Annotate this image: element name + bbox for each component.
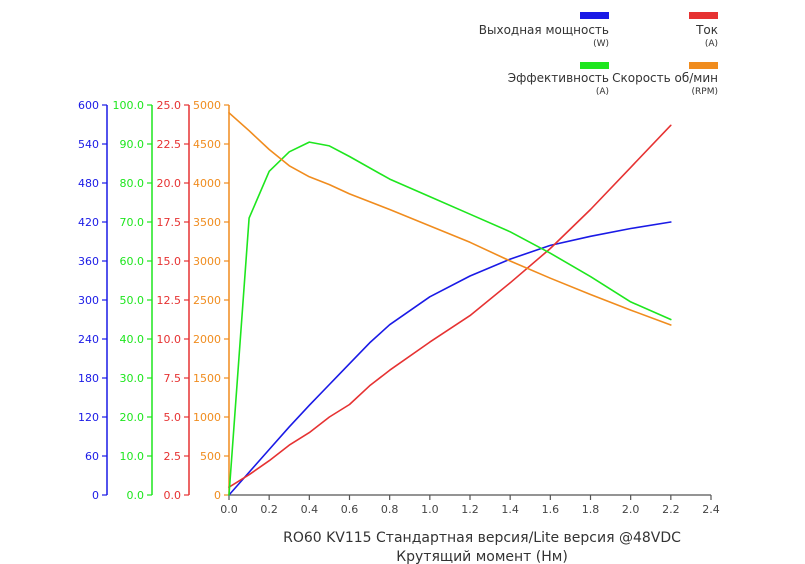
x-axis-label: Крутящий момент (Нм) [396,549,568,564]
y-tick-label-current: 25.0 [157,99,182,112]
legend-unit-power: (W) [593,39,609,49]
legend-unit-speed: (RPM) [692,87,718,97]
legend-unit-current: (A) [705,39,718,49]
legend-item-speed: Скорость об/мин (RPM) [612,62,718,97]
series-line-speed [228,112,672,326]
legend: Выходная мощность (W) Ток (A) Эффективность (… [479,12,718,97]
x-tick-label: 1.8 [582,503,600,516]
y-tick-label-current: 12.5 [157,294,182,307]
series-lines [228,112,672,496]
y-tick-label-current: 20.0 [157,177,182,190]
x-tick-label: 0.4 [301,503,319,516]
y-tick-label-power: 420 [78,216,99,229]
y-tick-label-power: 60 [85,450,99,463]
y-tick-label-efficiency: 100.0 [113,99,145,112]
y-tick-label-power: 180 [78,372,99,385]
x-tick-label: 0.6 [341,503,359,516]
y-tick-label-speed: 500 [200,450,221,463]
y-tick-label-efficiency: 70.0 [120,216,145,229]
legend-swatch-speed [689,62,718,69]
legend-label-current: Ток [695,23,718,37]
y-tick-label-power: 240 [78,333,99,346]
y-axis-efficiency: 0.0 10.0 20.0 30.0 40.0 50.0 60.0 70.0 80.0 90.0 1… [113,99,153,502]
y-tick-label-current: 17.5 [157,216,182,229]
y-tick-label-speed: 5000 [193,99,221,112]
y-tick-label-current: 5.0 [164,411,182,424]
y-tick-label-current: 7.5 [164,372,182,385]
y-tick-label-efficiency: 20.0 [120,411,145,424]
y-tick-label-efficiency: 50.0 [120,294,145,307]
x-tick-label: 1.0 [421,503,439,516]
legend-swatch-current [689,12,718,19]
y-tick-label-current: 15.0 [157,255,182,268]
legend-item-efficiency: Эффективность (A) [508,62,609,97]
legend-unit-efficiency: (A) [596,87,609,97]
y-axis-speed: 0 500 1000 1500 2000 2500 3000 3500 4000 4500 5000 [193,99,230,502]
legend-label-efficiency: Эффективность [508,71,609,85]
y-tick-label-speed: 2000 [193,333,221,346]
legend-label-power: Выходная мощность [479,23,609,37]
x-tick-label: 1.4 [501,503,519,516]
series-line-power [228,221,672,496]
y-tick-label-power: 120 [78,411,99,424]
y-tick-label-power: 540 [78,138,99,151]
y-tick-label-current: 10.0 [157,333,182,346]
legend-swatch-power [580,12,609,19]
y-tick-label-efficiency: 60.0 [120,255,145,268]
y-tick-label-speed: 0 [214,489,221,502]
y-tick-label-speed: 4000 [193,177,221,190]
y-tick-label-speed: 2500 [193,294,221,307]
x-tick-label: 2.0 [622,503,640,516]
x-tick-label: 0.0 [220,503,238,516]
legend-label-speed: Скорость об/мин [612,71,718,85]
y-axis-current: 0.0 2.5 5.0 7.5 10.0 12.5 15.0 17.5 20.0 22.5 25.0 [157,99,190,502]
series-line-current [228,124,672,489]
y-tick-label-speed: 4500 [193,138,221,151]
y-tick-label-speed: 3000 [193,255,221,268]
x-tick-label: 1.2 [461,503,479,516]
x-tick-label: 2.2 [662,503,680,516]
y-axis-power: 0 60 120 180 240 300 360 420 480 540 600 [78,99,108,502]
x-tick-label: 2.4 [702,503,720,516]
y-tick-label-efficiency: 40.0 [120,333,145,346]
y-tick-label-current: 2.5 [164,450,182,463]
y-tick-label-efficiency: 90.0 [120,138,145,151]
legend-item-current: Ток (A) [689,12,718,49]
x-tick-label: 0.8 [381,503,399,516]
y-tick-label-power: 480 [78,177,99,190]
y-tick-label-efficiency: 0.0 [127,489,145,502]
y-tick-label-current: 22.5 [157,138,182,151]
y-axes: 0 60 120 180 240 300 360 420 480 540 600 0.0 10.0 20.… [78,99,230,502]
y-tick-label-speed: 1000 [193,411,221,424]
y-tick-label-power: 0 [92,489,99,502]
series-line-efficiency [228,141,672,496]
y-tick-label-efficiency: 80.0 [120,177,145,190]
y-tick-label-speed: 1500 [193,372,221,385]
captions: RO60 KV115 Стандартная версия/Lite верси… [283,530,681,564]
y-tick-label-power: 360 [78,255,99,268]
y-tick-label-power: 600 [78,99,99,112]
y-tick-label-current: 0.0 [164,489,182,502]
legend-swatch-efficiency [580,62,609,69]
y-tick-label-power: 300 [78,294,99,307]
y-tick-label-speed: 3500 [193,216,221,229]
chart-title: RO60 KV115 Стандартная версия/Lite верси… [283,530,681,546]
legend-item-power: Выходная мощность (W) [479,12,609,49]
x-axis: 0.0 0.2 0.4 0.6 0.8 1.0 1.2 1.4 1.6 1.8 2.0 2.2 2.4 [220,494,720,516]
y-tick-label-efficiency: 10.0 [120,450,145,463]
x-tick-label: 0.2 [260,503,278,516]
y-tick-label-efficiency: 30.0 [120,372,145,385]
x-tick-label: 1.6 [542,503,560,516]
